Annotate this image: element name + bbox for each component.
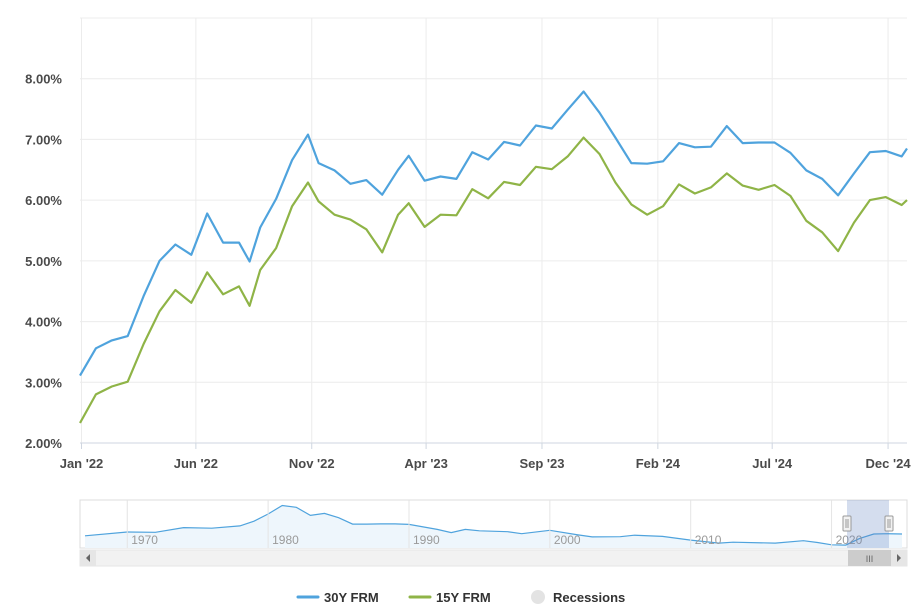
y-tick-label: 4.00% <box>25 315 62 330</box>
plot-background <box>80 18 907 443</box>
legend-dot-symbol <box>531 590 545 604</box>
legend-item-recessions[interactable]: Recessions <box>531 590 625 605</box>
navigator-tick-label: 2010 <box>695 533 722 547</box>
y-axis: 2.00% 3.00% 4.00% 5.00% 6.00% 7.00% 8.00% <box>25 72 62 451</box>
scrollbar-track[interactable] <box>79 549 908 567</box>
y-tick-label: 5.00% <box>25 254 62 269</box>
arrow-left-icon <box>86 554 90 562</box>
gridlines <box>80 17 907 444</box>
navigator-area <box>85 505 902 548</box>
series-lines[interactable] <box>78 89 910 426</box>
y-tick-label: 2.00% <box>25 436 62 451</box>
x-axis: Jan '22 Jun '22 Nov '22 Apr '23 Sep '23 Feb '… <box>60 442 911 471</box>
scrollbar-thumb[interactable] <box>848 550 891 566</box>
navigator-tick-label: 1970 <box>131 533 158 547</box>
y-tick-label: 8.00% <box>25 72 62 87</box>
series-line-15y-frm[interactable] <box>79 136 908 424</box>
x-tick-label: Jan '22 <box>60 456 104 471</box>
legend-label: Recessions <box>553 590 625 605</box>
legend-item-30y-frm[interactable]: 30Y FRM <box>296 590 379 605</box>
arrow-right-icon <box>897 554 901 562</box>
x-tick-label: Feb '24 <box>636 456 681 471</box>
range-navigator[interactable]: 1970 1980 1990 2000 2010 2020III <box>79 499 908 567</box>
navigator-tick-label: 2020 <box>836 533 863 547</box>
x-tick-label: Jun '22 <box>174 456 218 471</box>
y-tick-label: 7.00% <box>25 132 62 147</box>
x-tick-label: Nov '22 <box>289 456 335 471</box>
navigator-tick-label: 2000 <box>554 533 581 547</box>
navigator-handle-left[interactable] <box>842 515 852 532</box>
navigator-selection[interactable] <box>847 500 889 548</box>
x-tick-label: Dec '24 <box>866 456 911 471</box>
navigator-handle-right[interactable] <box>884 515 894 532</box>
series-line-30y-frm[interactable] <box>79 90 908 377</box>
x-tick-label: Jul '24 <box>752 456 793 471</box>
x-tick-label: Sep '23 <box>519 456 564 471</box>
navigator-tick-label: 1980 <box>272 533 299 547</box>
legend-label: 15Y FRM <box>436 590 491 605</box>
navigator-tick-label: 1990 <box>413 533 440 547</box>
scrollbar-grip-icon: III <box>866 554 874 564</box>
navigator-line <box>84 504 903 546</box>
x-tick-label: Apr '23 <box>404 456 448 471</box>
plot-area <box>80 18 907 443</box>
legend-label: 30Y FRM <box>324 590 379 605</box>
y-tick-label: 6.00% <box>25 193 62 208</box>
legend[interactable]: 30Y FRM 15Y FRM Recessions <box>296 590 625 605</box>
y-tick-label: 3.00% <box>25 375 62 390</box>
legend-item-15y-frm[interactable]: 15Y FRM <box>408 590 491 605</box>
